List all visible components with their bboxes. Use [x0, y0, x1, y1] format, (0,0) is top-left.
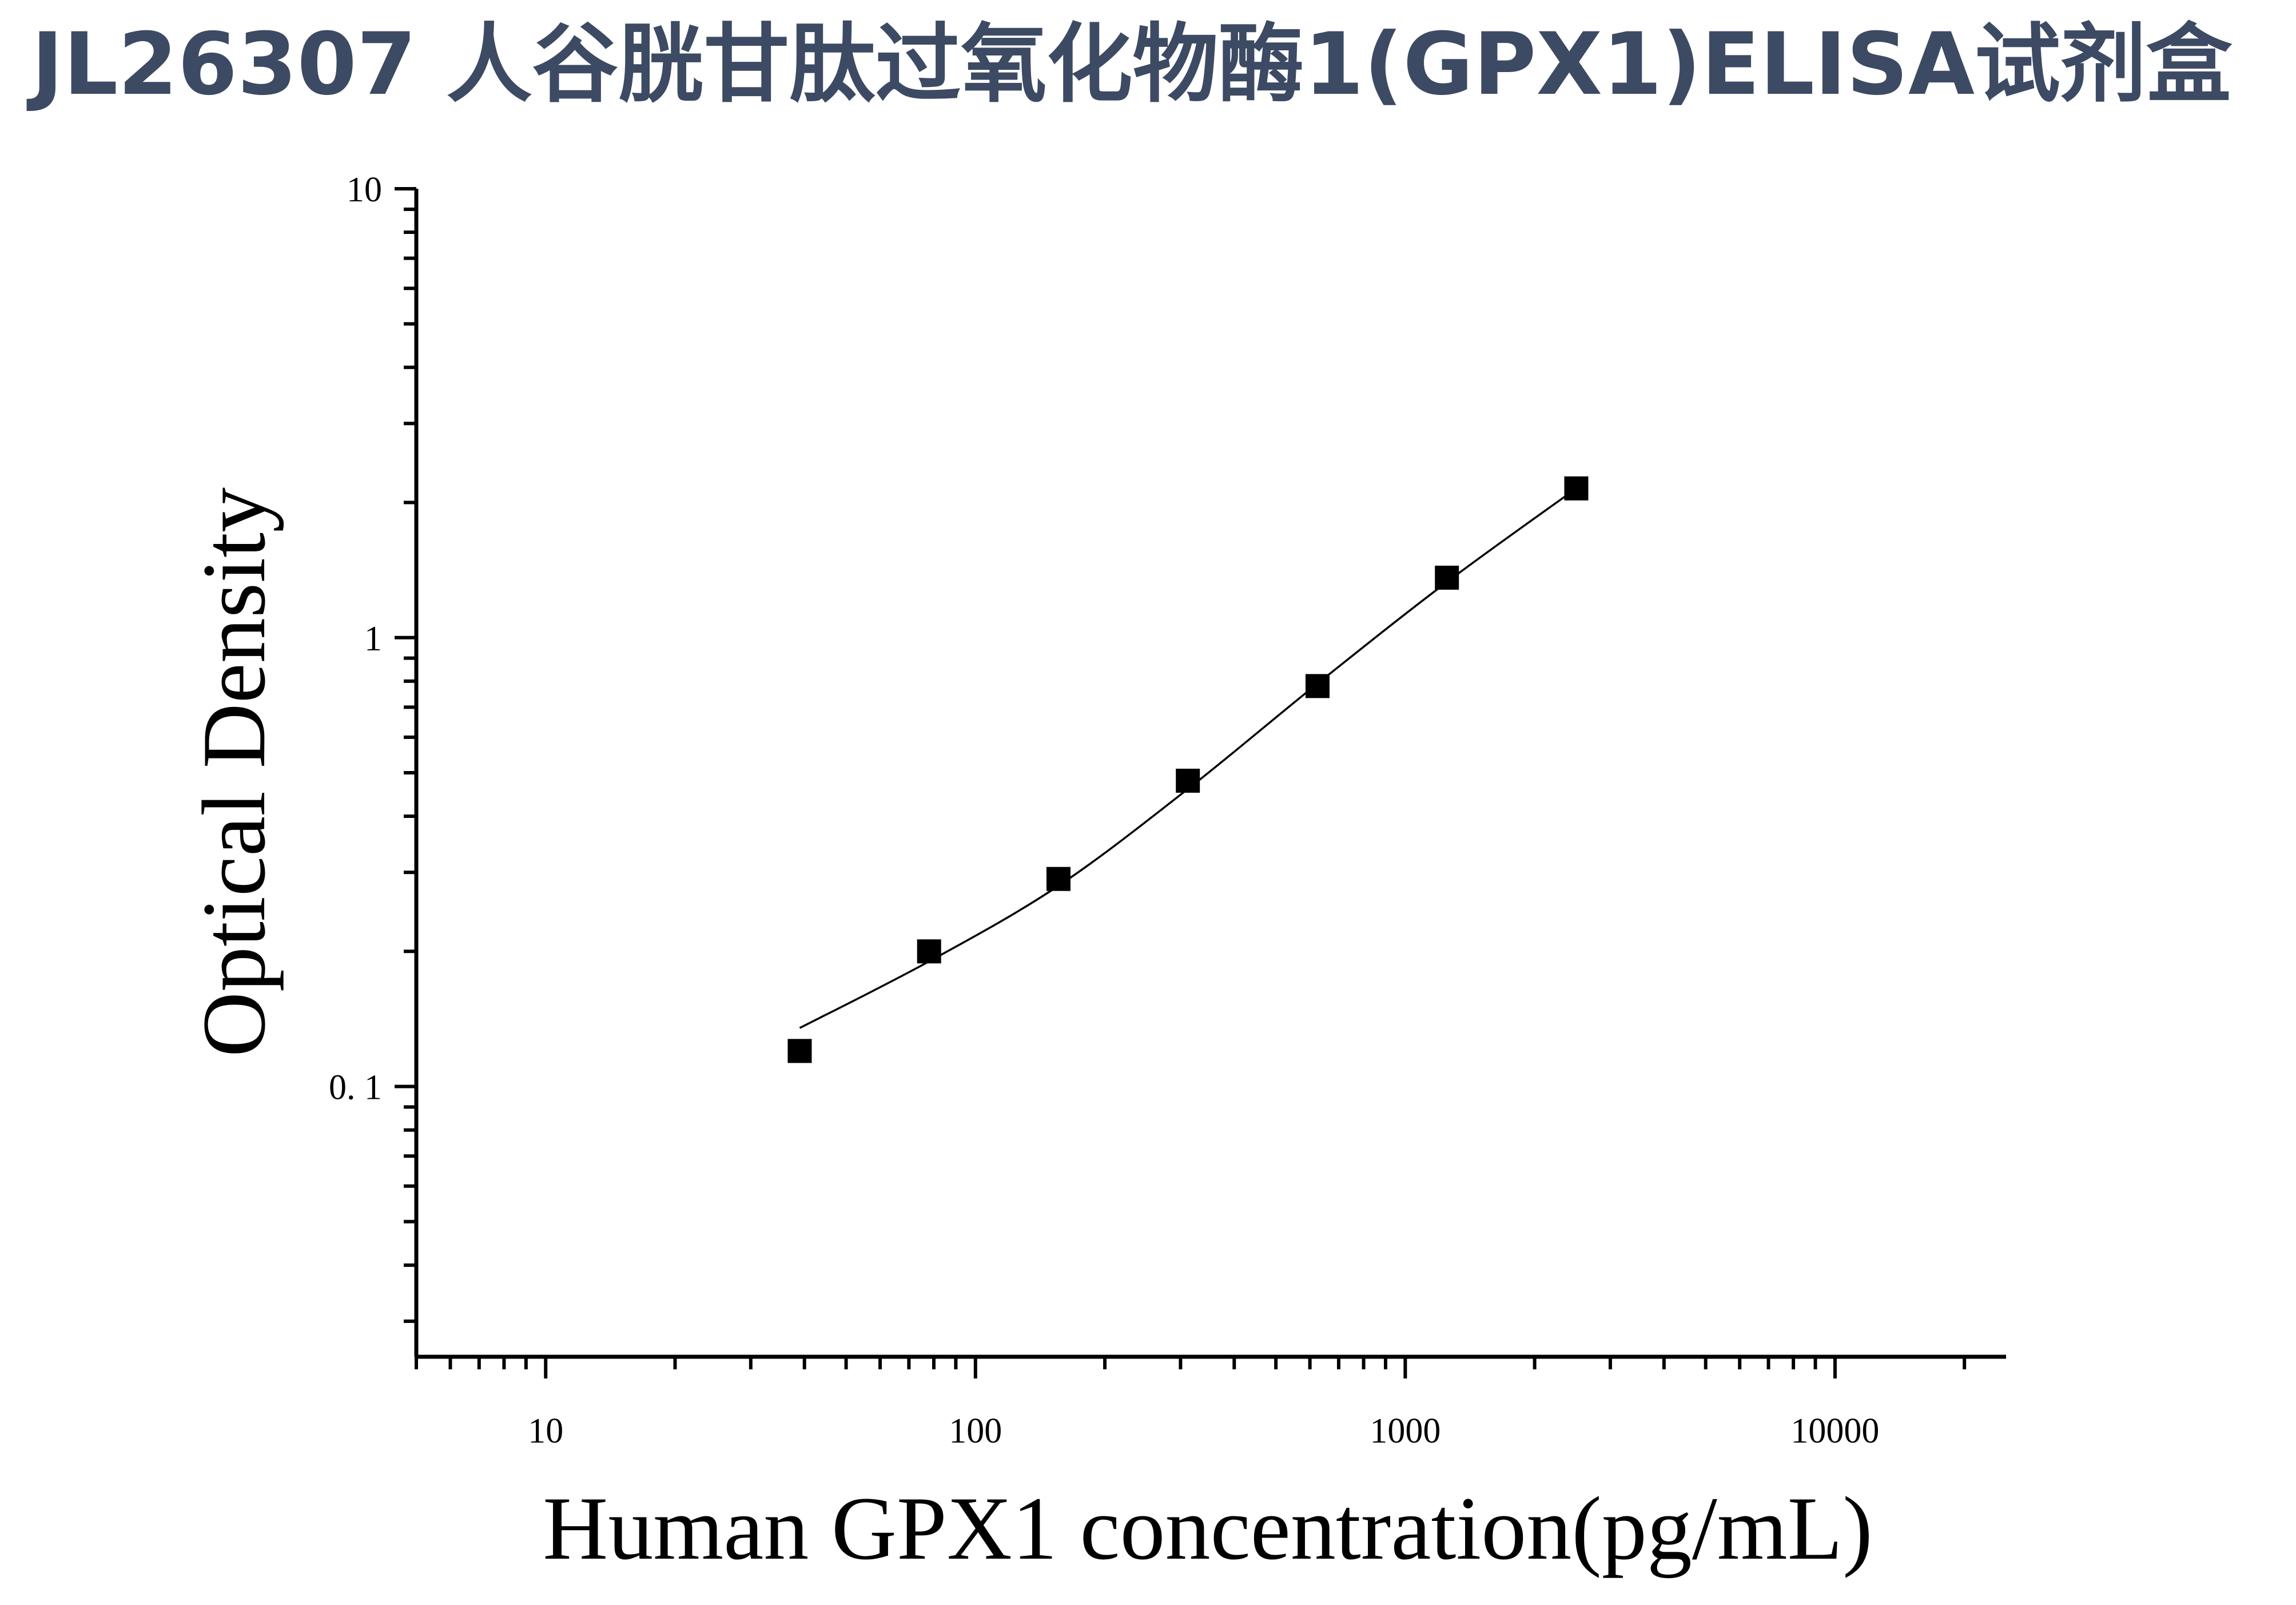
fit-curve-layer [799, 487, 1577, 1029]
axes [395, 187, 2006, 1378]
y-tick-label: 1 [364, 619, 382, 658]
x-tick-label: 10 [528, 1412, 563, 1451]
y-tick-label: 0. 1 [329, 1068, 382, 1107]
data-point [787, 1039, 812, 1063]
data-point [1305, 674, 1330, 698]
data-point [1564, 476, 1589, 500]
y-tick-label: 10 [347, 170, 382, 209]
data-point [1046, 867, 1071, 891]
y-axis-title: Optical Density [184, 487, 284, 1057]
x-tick-label: 100 [949, 1412, 1002, 1451]
x-tick-label: 10000 [1790, 1412, 1879, 1451]
page-title: JL26307 人谷胱甘肽过氧化物酶1(GPX1)ELISA试剂盒 [31, 15, 2232, 114]
x-axis-title: Human GPX1 concentration(pg/mL) [543, 1479, 1873, 1579]
x-tick-label: 1000 [1370, 1412, 1441, 1451]
data-point [917, 939, 941, 964]
data-point [1176, 768, 1200, 793]
data-point [1435, 565, 1459, 590]
data-points [787, 476, 1589, 1063]
axis-labels: Human GPX1 concentration(pg/mL) Optical … [184, 170, 1879, 1579]
fit-curve [799, 487, 1577, 1029]
